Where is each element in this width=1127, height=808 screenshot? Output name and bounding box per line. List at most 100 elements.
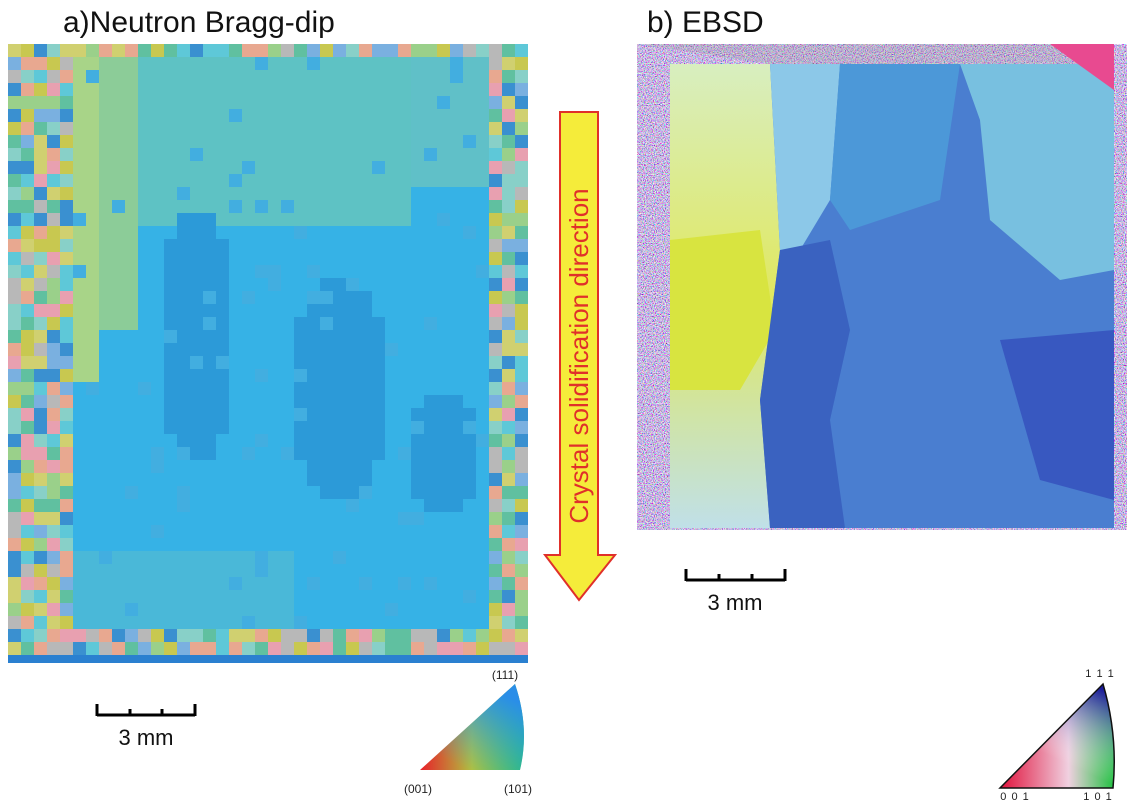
- map-pixel: [294, 304, 307, 317]
- map-pixel: [164, 317, 177, 330]
- map-pixel: [385, 239, 398, 252]
- map-pixel: [307, 330, 320, 343]
- map-pixel: [489, 161, 502, 174]
- map-pixel: [138, 57, 151, 70]
- map-pixel: [86, 109, 99, 122]
- map-pixel: [8, 213, 21, 226]
- map-pixel: [216, 590, 229, 603]
- map-pixel: [294, 96, 307, 109]
- map-pixel: [125, 278, 138, 291]
- map-pixel: [242, 382, 255, 395]
- map-pixel: [476, 629, 489, 642]
- map-pixel: [411, 434, 424, 447]
- map-pixel: [164, 265, 177, 278]
- map-pixel: [112, 642, 125, 655]
- map-pixel: [86, 395, 99, 408]
- map-pixel: [60, 525, 73, 538]
- map-pixel: [190, 551, 203, 564]
- map-pixel: [34, 109, 47, 122]
- map-pixel: [502, 551, 515, 564]
- map-pixel: [385, 135, 398, 148]
- map-pixel: [489, 642, 502, 655]
- map-pixel: [47, 395, 60, 408]
- map-pixel: [424, 421, 437, 434]
- map-pixel: [437, 187, 450, 200]
- map-pixel: [450, 486, 463, 499]
- map-pixel: [86, 44, 99, 57]
- map-pixel: [515, 213, 528, 226]
- map-pixel: [138, 408, 151, 421]
- map-pixel: [281, 122, 294, 135]
- map-pixel: [255, 577, 268, 590]
- map-pixel: [346, 83, 359, 96]
- map-pixel: [125, 200, 138, 213]
- map-pixel: [359, 343, 372, 356]
- map-pixel: [229, 44, 242, 57]
- map-pixel: [229, 226, 242, 239]
- map-pixel: [268, 577, 281, 590]
- map-pixel: [190, 499, 203, 512]
- map-pixel: [372, 616, 385, 629]
- map-pixel: [450, 161, 463, 174]
- map-pixel: [411, 213, 424, 226]
- map-pixel: [333, 200, 346, 213]
- map-pixel: [372, 70, 385, 83]
- map-pixel: [164, 291, 177, 304]
- map-pixel: [333, 122, 346, 135]
- map-pixel: [60, 603, 73, 616]
- map-pixel: [281, 525, 294, 538]
- map-pixel: [190, 200, 203, 213]
- map-pixel: [8, 616, 21, 629]
- map-pixel: [476, 304, 489, 317]
- map-pixel: [190, 382, 203, 395]
- map-pixel: [294, 551, 307, 564]
- map-pixel: [450, 395, 463, 408]
- map-pixel: [411, 408, 424, 421]
- map-pixel: [294, 486, 307, 499]
- map-pixel: [463, 161, 476, 174]
- map-pixel: [476, 525, 489, 538]
- map-pixel: [489, 96, 502, 109]
- map-pixel: [34, 616, 47, 629]
- map-pixel: [515, 265, 528, 278]
- map-pixel: [320, 642, 333, 655]
- map-pixel: [307, 369, 320, 382]
- map-pixel: [463, 486, 476, 499]
- ipf-legend: [1000, 684, 1114, 788]
- map-pixel: [229, 96, 242, 109]
- map-pixel: [281, 330, 294, 343]
- map-pixel: [21, 317, 34, 330]
- map-pixel: [60, 382, 73, 395]
- map-pixel: [424, 369, 437, 382]
- map-pixel: [255, 447, 268, 460]
- map-pixel: [73, 447, 86, 460]
- map-pixel: [255, 122, 268, 135]
- map-pixel: [151, 83, 164, 96]
- map-pixel: [346, 395, 359, 408]
- ebsd-map: [637, 44, 1127, 530]
- map-pixel: [268, 369, 281, 382]
- map-pixel: [47, 603, 60, 616]
- map-pixel: [489, 278, 502, 291]
- map-pixel: [86, 512, 99, 525]
- map-pixel: [60, 486, 73, 499]
- map-pixel: [177, 44, 190, 57]
- map-pixel: [203, 278, 216, 291]
- map-pixel: [489, 590, 502, 603]
- map-pixel: [372, 343, 385, 356]
- map-pixel: [138, 486, 151, 499]
- map-pixel: [216, 161, 229, 174]
- map-pixel: [242, 499, 255, 512]
- map-pixel: [333, 538, 346, 551]
- map-pixel: [359, 473, 372, 486]
- map-pixel: [502, 83, 515, 96]
- map-pixel: [125, 590, 138, 603]
- map-pixel: [8, 590, 21, 603]
- map-pixel: [138, 226, 151, 239]
- map-pixel: [242, 551, 255, 564]
- map-pixel: [281, 460, 294, 473]
- map-pixel: [125, 551, 138, 564]
- map-pixel: [229, 551, 242, 564]
- map-pixel: [229, 629, 242, 642]
- map-pixel: [242, 70, 255, 83]
